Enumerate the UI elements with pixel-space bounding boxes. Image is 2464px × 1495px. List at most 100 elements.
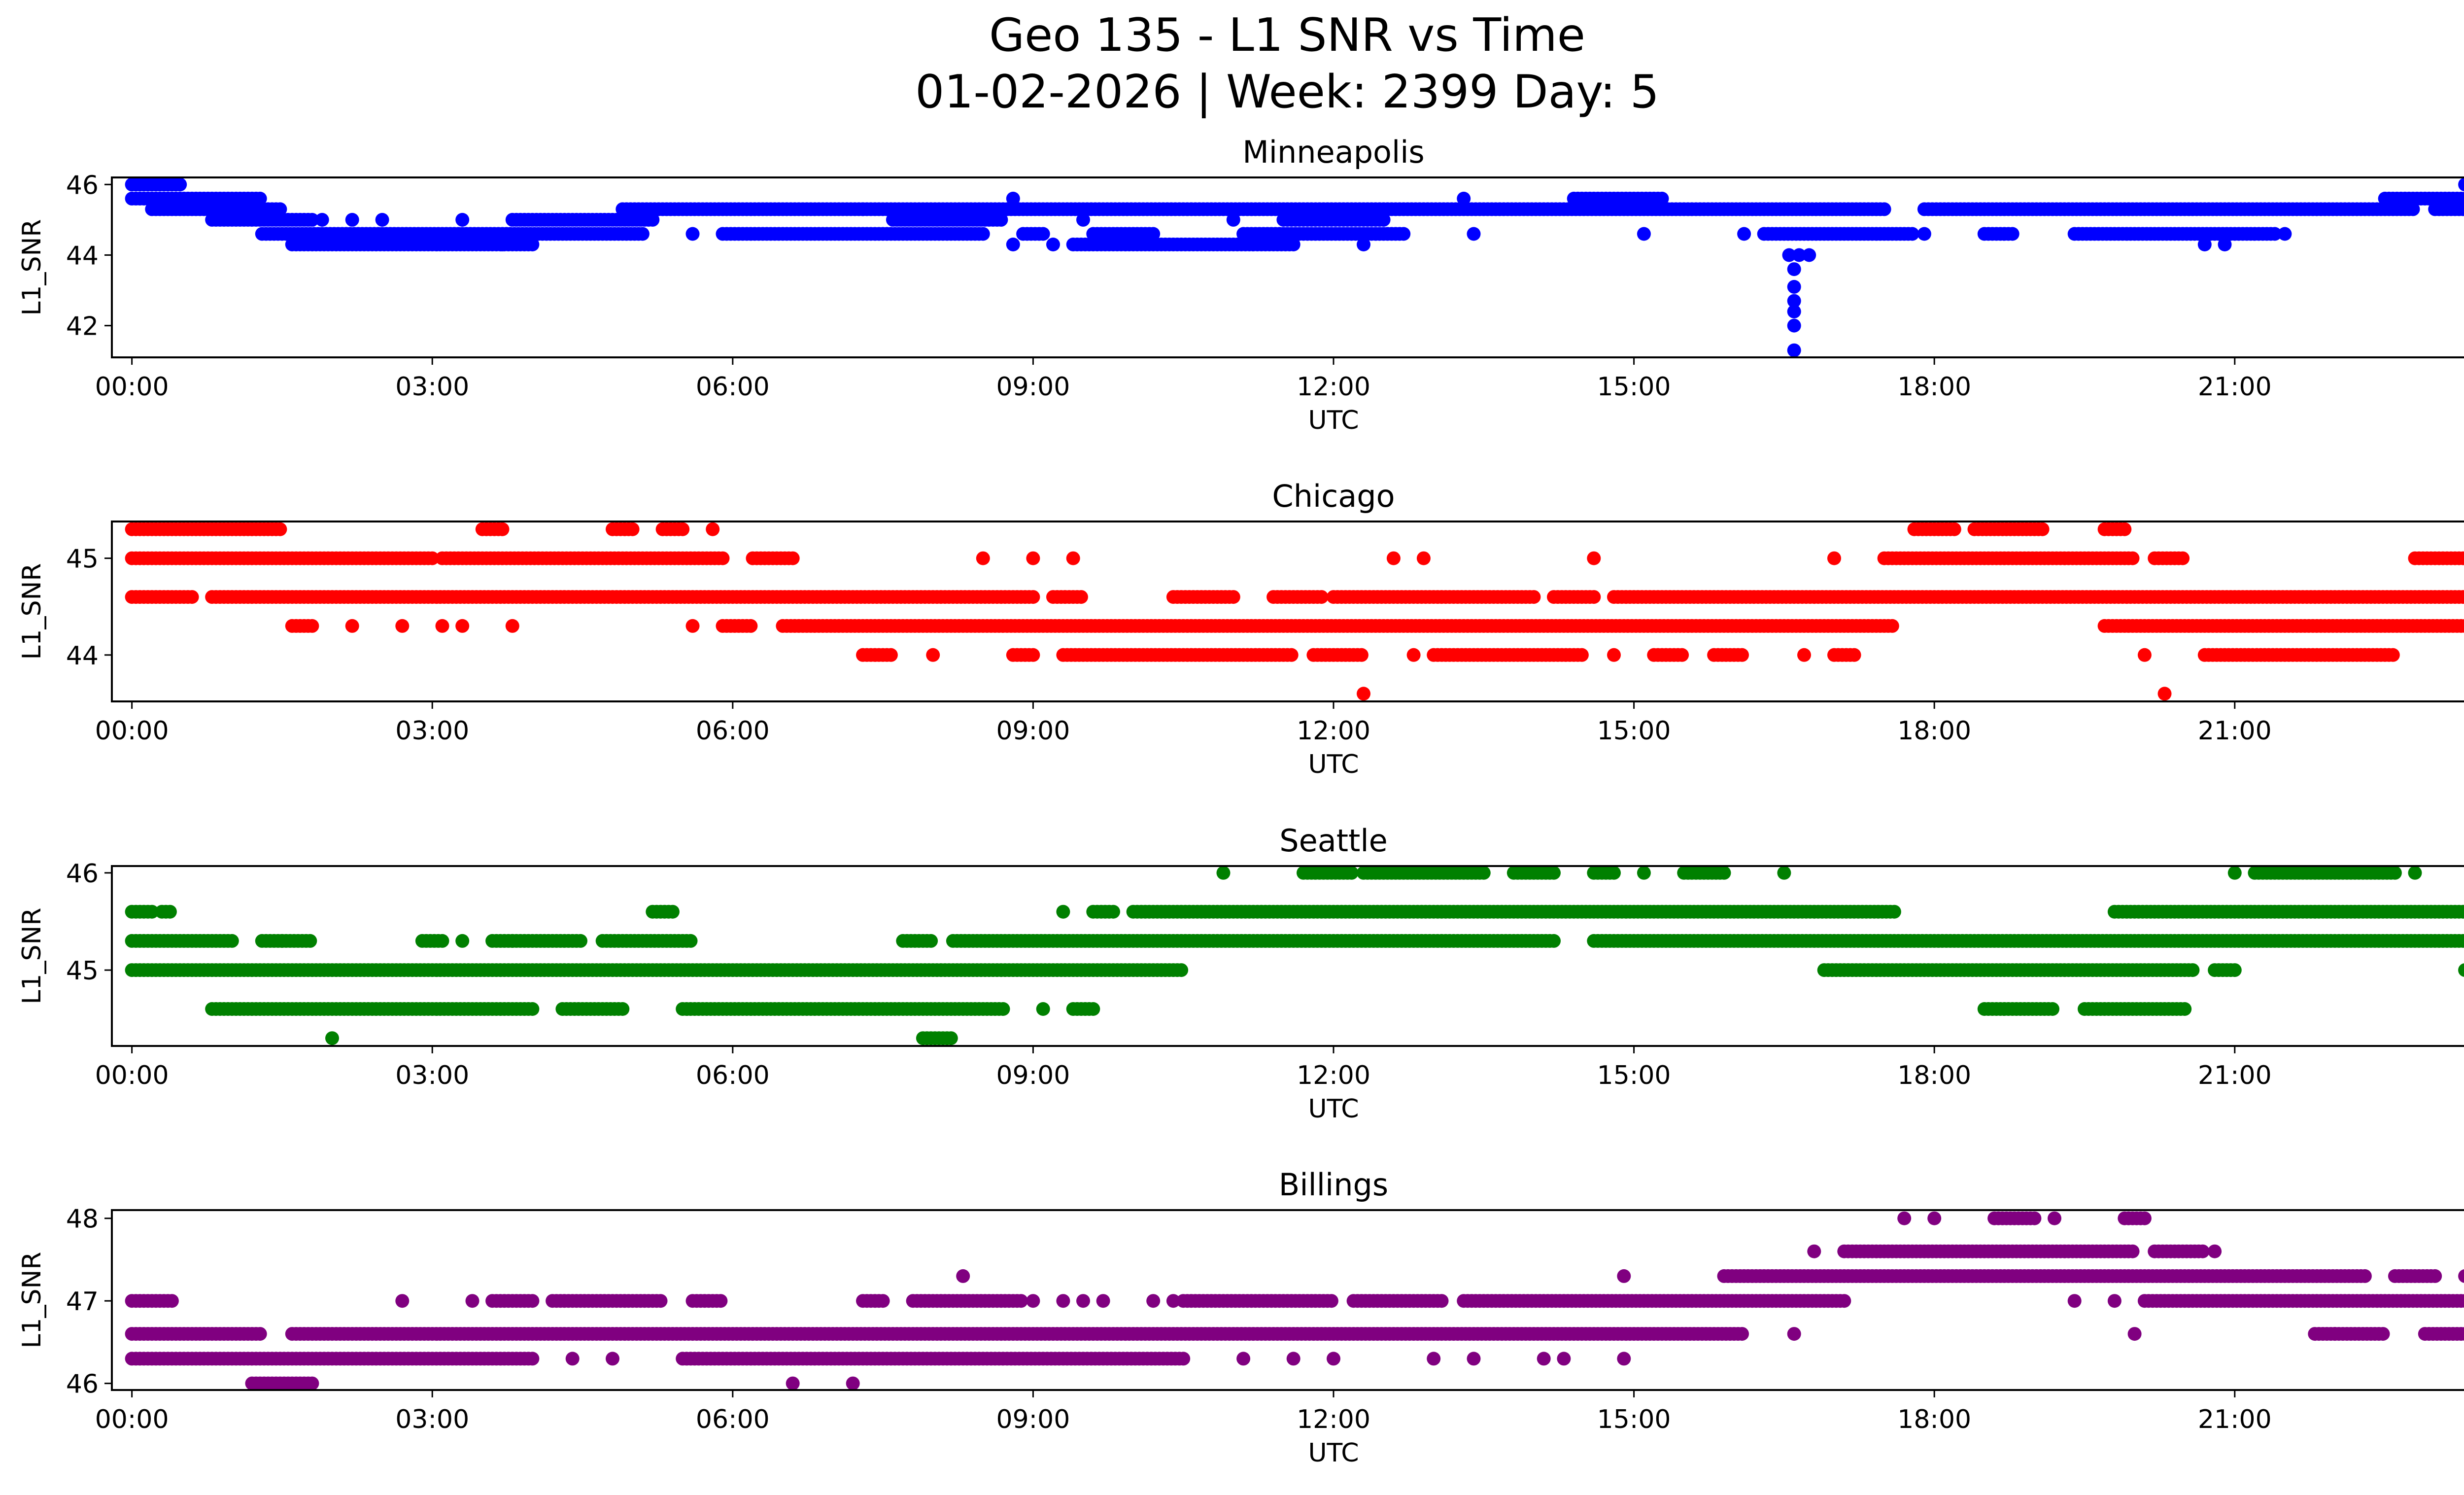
data-point: [1166, 1294, 1180, 1308]
x-tick-label: 15:00: [1597, 716, 1671, 746]
data-point: [1036, 1002, 1050, 1016]
data-point: [1026, 590, 1040, 604]
data-point: [1226, 590, 1240, 604]
data-point: [275, 934, 289, 948]
data-point: [1074, 590, 1088, 604]
data-point: [505, 934, 519, 948]
data-point: [1036, 227, 1050, 241]
data-point: [2386, 648, 2400, 662]
data-point: [1782, 248, 1796, 262]
y-tick-label: 46: [66, 859, 99, 889]
data-point: [315, 212, 329, 227]
y-tick-label: 44: [66, 241, 99, 271]
data-point: [185, 590, 199, 604]
data-point: [1106, 904, 1120, 919]
x-tick-label: 18:00: [1897, 1061, 1971, 1090]
data-point: [1376, 212, 1391, 227]
data-point: [163, 904, 177, 919]
data-point: [1357, 687, 1370, 701]
data-point: [1587, 551, 1601, 565]
data-point: [2125, 551, 2140, 565]
y-tick-label: 46: [66, 171, 99, 200]
data-point: [944, 1031, 958, 1045]
data-point: [1617, 1269, 1631, 1283]
data-point: [375, 212, 389, 227]
data-point: [1046, 238, 1060, 251]
data-point: [1735, 648, 1749, 662]
data-point: [2218, 238, 2232, 251]
data-point: [2388, 866, 2402, 880]
data-point: [1587, 590, 1601, 604]
figure-title-line1: Geo 135 - L1 SNR vs Time: [989, 8, 1585, 62]
data-point: [635, 227, 650, 241]
data-point: [1096, 1294, 1110, 1308]
data-point: [2428, 1269, 2442, 1283]
data-point: [2118, 522, 2132, 536]
data-point: [926, 648, 940, 662]
data-point: [2035, 522, 2050, 536]
series-minneapolis: [125, 177, 2464, 357]
data-point: [1837, 1294, 1851, 1308]
x-tick-label: 03:00: [395, 716, 469, 746]
data-point: [1675, 648, 1689, 662]
y-axis-label: L1_SNR: [17, 563, 47, 660]
data-point: [1547, 934, 1561, 948]
data-point: [1174, 963, 1189, 977]
data-point: [305, 212, 319, 227]
data-point: [1547, 866, 1561, 880]
data-point: [1637, 866, 1651, 880]
data-point: [625, 522, 640, 536]
x-tick-label: 00:00: [95, 372, 169, 402]
data-point: [1006, 238, 1020, 251]
data-point: [505, 619, 519, 633]
y-axis-label: L1_SNR: [17, 219, 47, 315]
data-point: [435, 619, 449, 633]
data-point: [2208, 1244, 2222, 1258]
data-point: [2178, 1002, 2192, 1016]
y-tick-label: 44: [66, 641, 99, 671]
data-point: [2460, 552, 2464, 565]
data-point: [345, 212, 359, 227]
data-point: [395, 619, 410, 633]
data-point: [2186, 963, 2200, 977]
data-point: [924, 934, 938, 948]
x-tick-label: 18:00: [1897, 716, 1971, 746]
data-point: [1146, 227, 1161, 241]
data-point: [786, 551, 800, 565]
data-point: [1286, 238, 1300, 251]
data-point: [1787, 294, 1801, 308]
data-point: [1927, 1211, 1942, 1225]
data-point: [1947, 522, 1961, 536]
x-tick-label: 09:00: [996, 1061, 1070, 1090]
data-point: [1076, 212, 1090, 227]
data-point: [2460, 203, 2464, 215]
data-point: [685, 619, 700, 633]
data-point: [2227, 866, 2242, 880]
data-point: [1226, 212, 1240, 227]
data-point: [1026, 1294, 1040, 1308]
data-point: [2278, 227, 2292, 241]
data-point: [996, 1002, 1010, 1016]
x-tick-label: 03:00: [395, 1061, 469, 1090]
data-point: [856, 202, 870, 216]
data-point: [2176, 551, 2190, 565]
data-point: [173, 177, 187, 192]
x-axis-label: UTC: [1308, 406, 1359, 435]
y-tick-label: 45: [66, 545, 99, 574]
data-point: [2458, 619, 2464, 633]
data-point: [1885, 619, 1899, 633]
x-tick-label: 12:00: [1297, 1061, 1370, 1090]
x-tick-label: 12:00: [1297, 716, 1370, 746]
data-point: [1216, 866, 1231, 880]
data-point: [435, 934, 449, 948]
x-axis-label: UTC: [1308, 750, 1359, 779]
data-point: [1737, 227, 1751, 241]
data-point: [876, 1294, 890, 1308]
data-point: [2197, 238, 2212, 251]
data-point: [2358, 1269, 2372, 1283]
series-seattle: [125, 866, 2464, 1045]
data-point: [1637, 227, 1651, 241]
